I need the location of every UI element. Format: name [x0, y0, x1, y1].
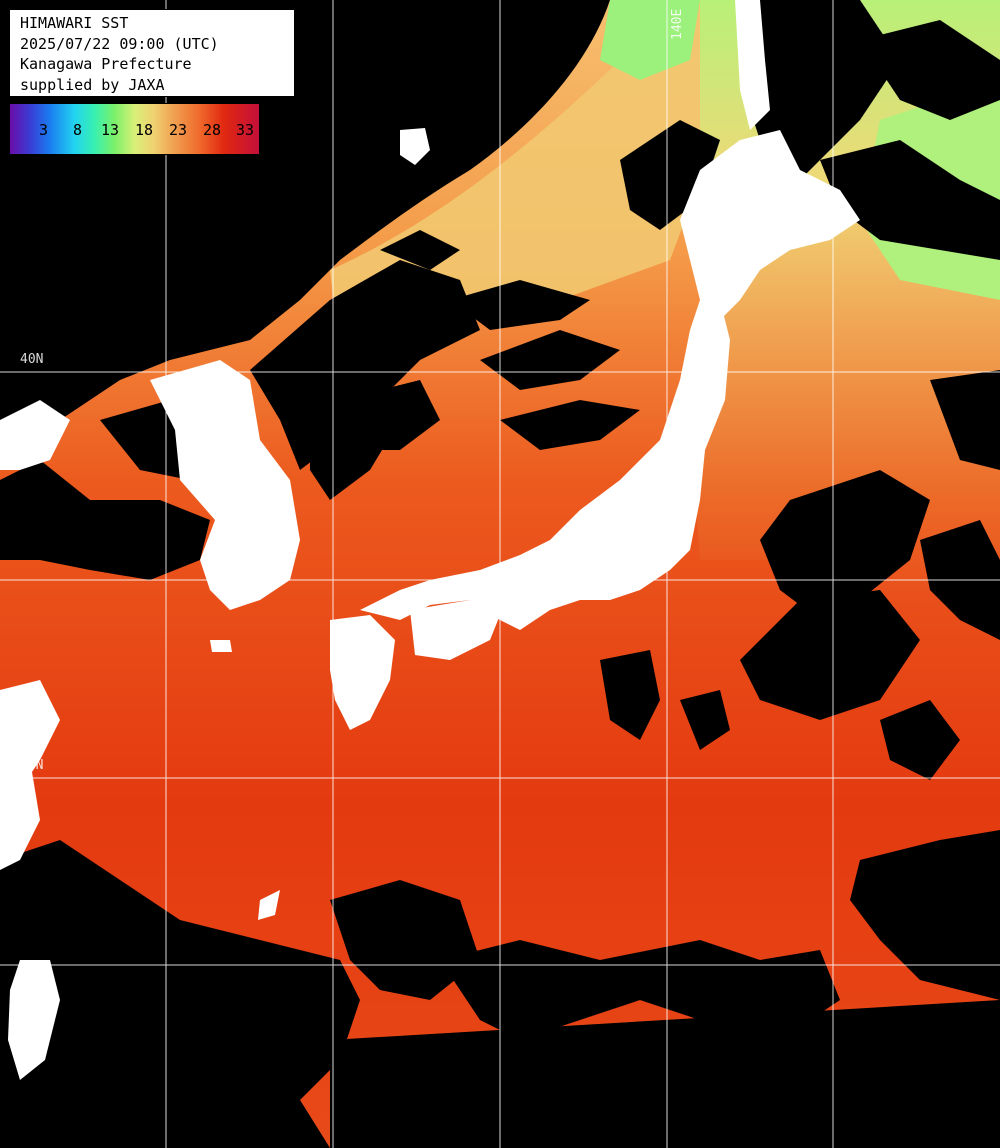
lat-label-40n: 40N [20, 352, 44, 367]
colorbar-label-23: 23 [169, 121, 188, 139]
land [0, 0, 860, 1080]
colorbar-label-13: 13 [101, 121, 120, 139]
colorbar-label-8: 8 [73, 121, 83, 139]
colorbar-label-28: 28 [203, 121, 222, 139]
lon-label-140e: 140E [670, 8, 685, 40]
info-region: Kanagawa Prefecture [20, 55, 192, 73]
info-panel: HIMAWARI SST 2025/07/22 09:00 (UTC) Kana… [9, 9, 295, 97]
colorbar-label-33: 33 [236, 121, 255, 139]
sea-surface-okhotsk [600, 0, 700, 80]
colorbar-label-3: 3 [39, 121, 49, 139]
info-title: HIMAWARI SST [20, 14, 129, 32]
info-datetime: 2025/07/22 09:00 (UTC) [20, 34, 219, 53]
temperature-colorbar: 3 8 13 18 23 28 33 [9, 103, 260, 155]
colorbar-label-18: 18 [135, 121, 154, 139]
lat-label-30n: 30N [20, 758, 44, 773]
info-credit: supplied by JAXA [20, 75, 165, 94]
